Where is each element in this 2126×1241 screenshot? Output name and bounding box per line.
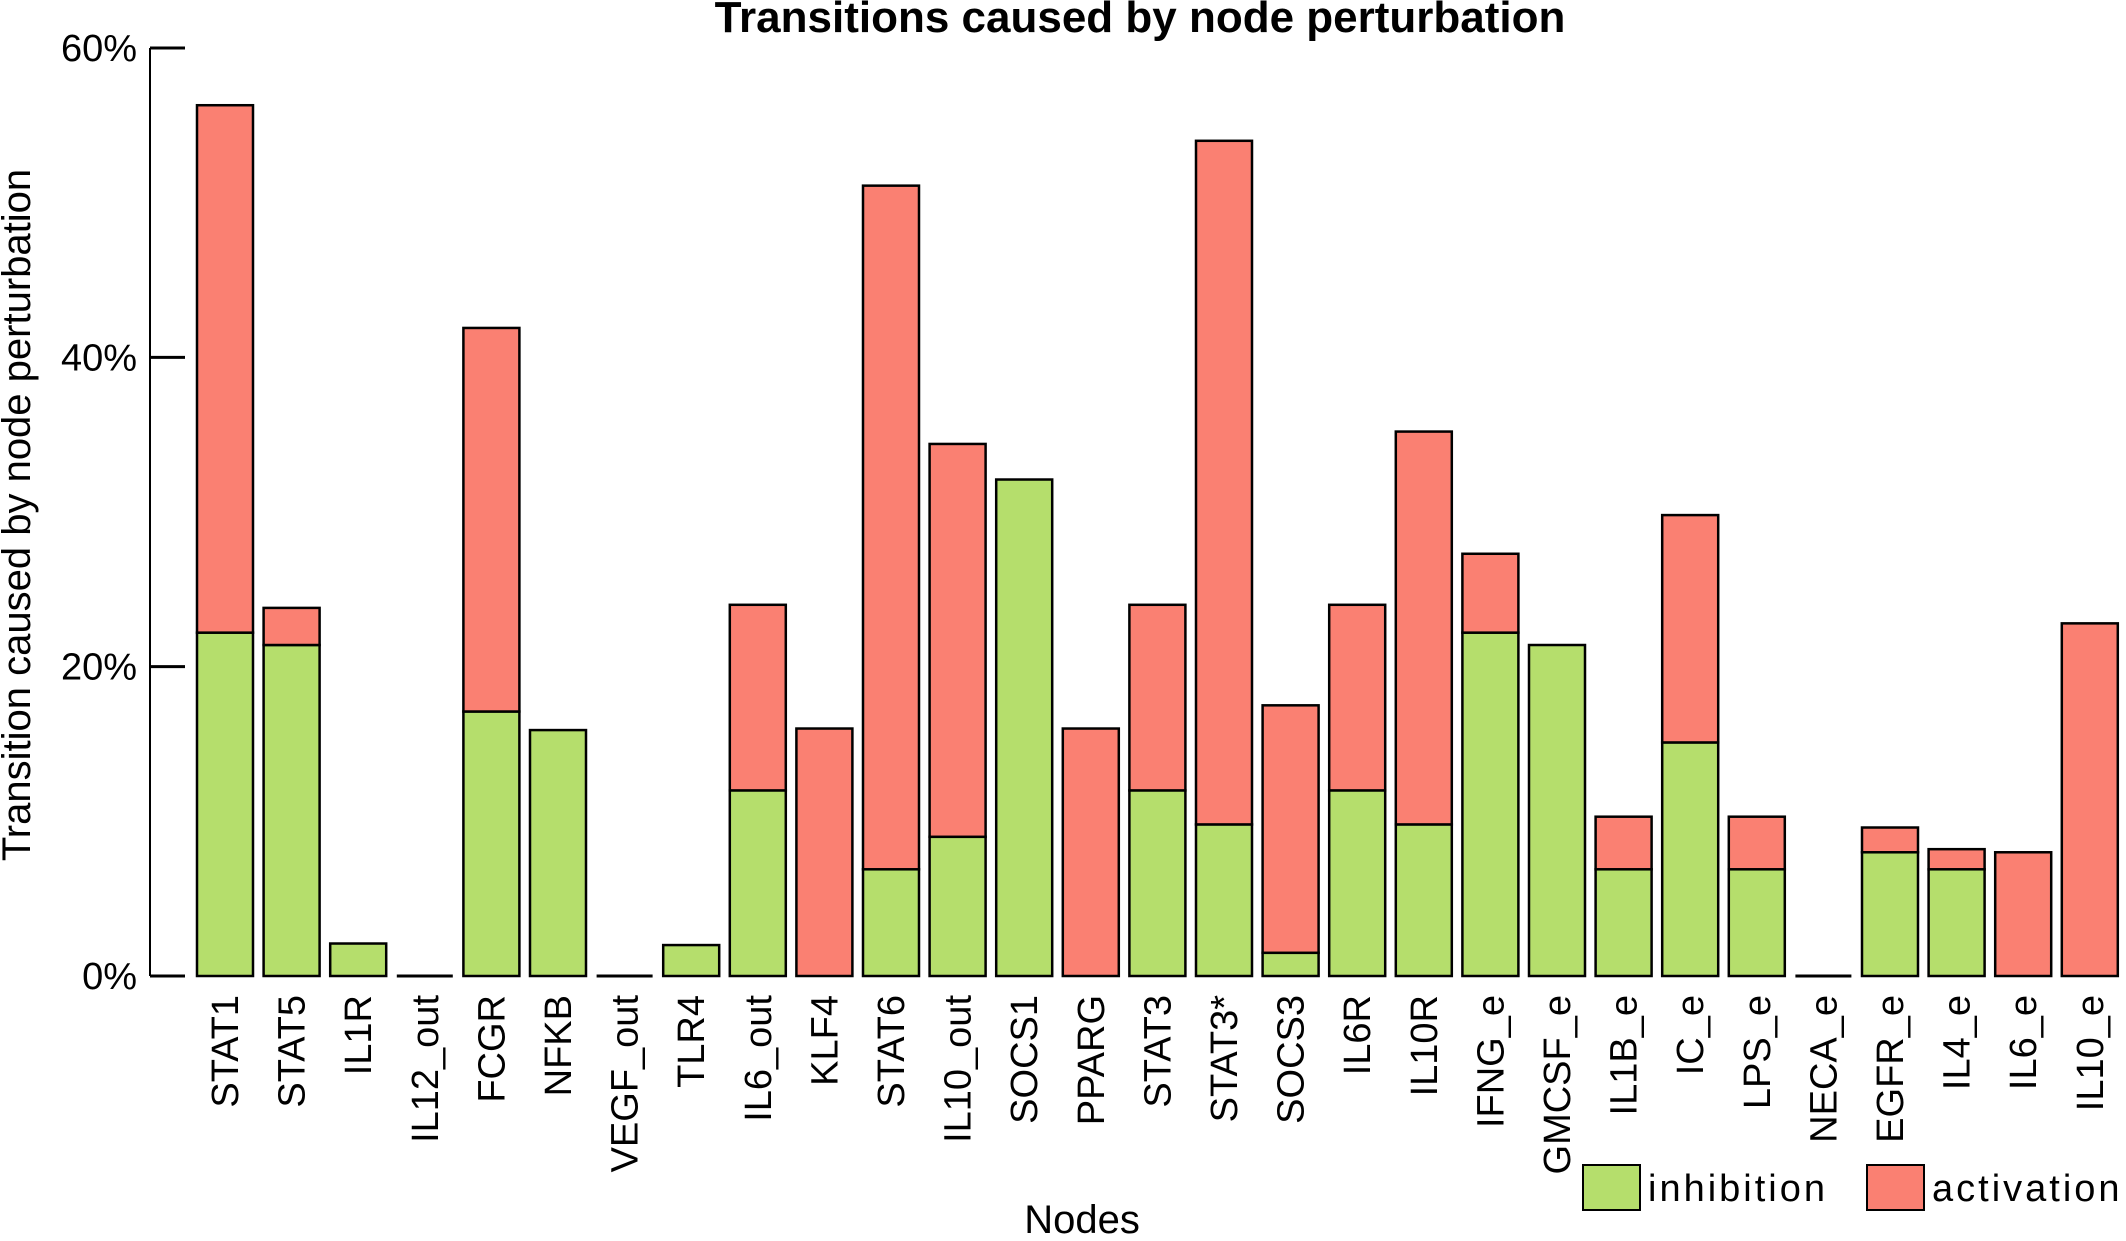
bar-activation-pparg [1061, 727, 1121, 978]
category-label: STAT1 [205, 995, 247, 1108]
bar-activation-il6-out [728, 603, 788, 792]
bar-inhibition-ic-e [1660, 741, 1720, 978]
bar-inhibition-gmcsf-e [1527, 643, 1587, 978]
y-tick-label: 40% [61, 337, 137, 379]
bar-activation-stat6 [861, 184, 921, 871]
bar-activation-stat1 [195, 103, 255, 634]
bar-inhibition-fcgr [462, 710, 521, 978]
bar-activation-il4-e [1927, 847, 1986, 871]
bar-inhibition-tlr4 [661, 943, 721, 978]
y-tick-label: 20% [61, 647, 137, 689]
bar-inhibition-socs3 [1261, 951, 1320, 978]
category-label: STAT3 [1137, 995, 1179, 1108]
legend-swatch-activation [1866, 1164, 1925, 1211]
category-label: IL6_e [2003, 995, 2045, 1090]
bar-inhibition-stat6 [861, 868, 921, 978]
bar-activation-stat3 [1128, 603, 1187, 792]
bar-inhibition-stat1 [195, 631, 255, 978]
category-label: IC_e [1670, 995, 1712, 1075]
category-label: STAT3* [1204, 995, 1246, 1123]
category-label: GMCSF_e [1537, 995, 1579, 1174]
legend-label-inhibition: inhibition [1648, 1168, 1828, 1210]
category-label: IL12_out [405, 995, 447, 1143]
bar-inhibition-il1r [328, 942, 388, 978]
category-label: SOCS1 [1004, 995, 1046, 1124]
bar-inhibition-il4-e [1927, 868, 1986, 978]
category-label: KLF4 [804, 995, 846, 1086]
bar-inhibition-il6-out [728, 789, 788, 978]
bar-activation-il6-e [1993, 851, 2053, 978]
bar-activation-ifng-e [1461, 552, 1520, 634]
category-label: IL1R [338, 995, 380, 1075]
bar-activation-il10r [1394, 430, 1454, 826]
legend: inhibition activation [1582, 1164, 2123, 1211]
bar-inhibition-nfkb [528, 728, 588, 978]
legend-label-activation: activation [1932, 1168, 2123, 1210]
bar-activation-il1b-e [1594, 815, 1653, 871]
bar-activation-socs3 [1261, 704, 1320, 955]
category-label: IL10_out [938, 995, 980, 1143]
bar-activation-fcgr [462, 326, 521, 713]
bar-activation-lps-e [1727, 815, 1787, 871]
category-label: IL6R [1337, 995, 1379, 1075]
bar-activation-il10-out [928, 442, 987, 839]
category-label: VEGF_out [605, 995, 647, 1173]
category-label: IL1B_e [1604, 995, 1646, 1115]
category-labels: STAT1 STAT5 IL1R IL12_out FCGR NFKB VEGF_out TL… [205, 995, 2112, 1175]
category-label: TLR4 [671, 995, 713, 1088]
category-label: NECA_e [1803, 995, 1845, 1143]
category-label: NFKB [538, 995, 580, 1096]
category-label: IL10R [1404, 995, 1446, 1096]
category-label: SOCS3 [1271, 995, 1313, 1124]
bar-inhibition-il6r [1327, 789, 1387, 978]
bar-inhibition-stat3 [1128, 789, 1187, 978]
bar-inhibition-lps-e [1727, 868, 1787, 978]
y-tick-label: 60% [61, 28, 137, 70]
bar-inhibition-stat5 [262, 643, 321, 978]
legend-swatch-inhibition [1582, 1164, 1641, 1211]
bar-inhibition-socs1 [994, 478, 1054, 978]
y-axis: 0% 20% 40% 60% [61, 28, 185, 998]
bar-inhibition-il1b-e [1594, 868, 1653, 978]
x-axis-label: Nodes [1024, 1198, 1140, 1241]
bar-activation-ic-e [1660, 513, 1720, 744]
bar-activation-klf4 [795, 727, 854, 978]
chart-title: Transitions caused by node perturbation [715, 0, 1566, 42]
bar-activation-stat5 [262, 606, 321, 647]
bar-activation-stat3- [1194, 139, 1254, 826]
bar-activation-egfr-e [1860, 826, 1920, 854]
category-label: IL4_e [1937, 995, 1979, 1090]
bar-activation-il10-e [2060, 622, 2120, 978]
category-label: IL6_out [738, 995, 780, 1122]
bar-inhibition-ifng-e [1461, 631, 1520, 978]
category-label: IFNG_e [1470, 995, 1512, 1128]
bar-activation-il6r [1327, 603, 1387, 792]
category-label: STAT6 [871, 995, 913, 1108]
bar-inhibition-il10-out [928, 835, 987, 978]
bars [195, 103, 2120, 978]
category-label: IL10_e [2070, 995, 2112, 1111]
y-tick-label: 0% [82, 956, 137, 998]
bar-inhibition-il10r [1394, 823, 1454, 978]
y-axis-label: Transition caused by node perturbation [0, 169, 39, 861]
category-label: STAT5 [272, 995, 314, 1108]
category-label: EGFR_e [1870, 995, 1912, 1143]
category-label: PPARG [1071, 995, 1113, 1125]
category-label: FCGR [471, 995, 513, 1103]
category-label: LPS_e [1737, 995, 1779, 1109]
bar-inhibition-egfr-e [1860, 851, 1920, 978]
bar-inhibition-stat3- [1194, 823, 1254, 978]
